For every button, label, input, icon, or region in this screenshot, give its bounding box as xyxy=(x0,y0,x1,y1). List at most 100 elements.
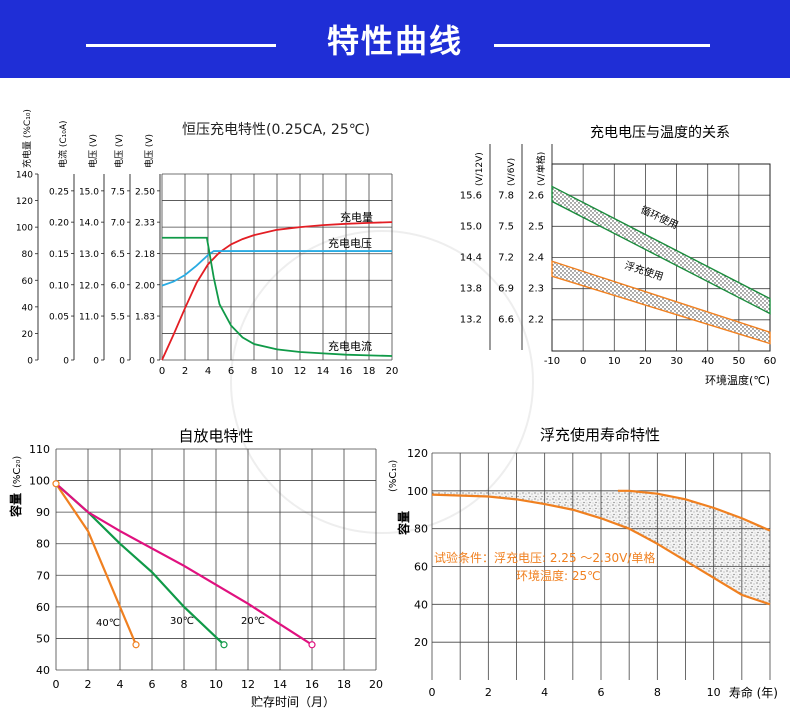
y-tick-label: 0.15 xyxy=(49,250,69,260)
banner-left-rule xyxy=(86,44,276,47)
y-tick-label: 0 xyxy=(93,357,99,367)
y-tick-label: 13.0 xyxy=(79,250,99,260)
series-line xyxy=(161,221,393,361)
y-tick-label: 14.4 xyxy=(460,253,482,264)
y-tick-label: 15.6 xyxy=(460,191,482,202)
x-tick-label: 12 xyxy=(294,366,307,377)
series-line xyxy=(55,482,225,646)
charge-chart: 恒压充电特性(0.25CA, 25℃) 0 2 4 6 8 10 12 14 16 18 20 充电量 … xyxy=(16,109,399,377)
annotation-ambient-temp: 环境温度: 25℃ xyxy=(516,568,601,583)
y-tick-label: 13.8 xyxy=(460,284,482,295)
x-tick-label: 30 xyxy=(670,356,683,367)
x-tick-label: 6 xyxy=(598,686,605,699)
x-tick-label: 4 xyxy=(117,678,124,691)
series-endpoint xyxy=(220,641,228,649)
y-tick-label: 2.5 xyxy=(528,222,544,233)
y-tick-label: 6.9 xyxy=(498,284,514,295)
y-tick-label: 40 xyxy=(414,598,428,611)
y-tick-label: 0.20 xyxy=(49,219,69,229)
y-tick-label: 120 xyxy=(16,197,33,207)
y-tick-label: 140 xyxy=(16,171,33,181)
y-tick-label: 7.5 xyxy=(111,187,125,197)
series-line xyxy=(161,250,392,287)
y-tick-label: 13.2 xyxy=(460,315,482,326)
x-tick-label: 50 xyxy=(732,356,745,367)
x-tick-label: 2 xyxy=(85,678,92,691)
y-tick-label: 70 xyxy=(36,569,50,582)
x-axis-label: 贮存时间（月） xyxy=(251,694,335,709)
x-tick-label: 10 xyxy=(271,366,284,377)
y-tick-label: 40 xyxy=(36,664,50,677)
y-tick-label: 7.5 xyxy=(498,222,514,233)
y-tick-label: 6.0 xyxy=(111,281,126,291)
x-tick-label: 18 xyxy=(337,678,351,691)
y-tick-label: 110 xyxy=(29,443,50,456)
x-tick-label: 12 xyxy=(241,678,255,691)
axis-label: (V/6V) xyxy=(507,158,517,186)
y-tick-label: 7.8 xyxy=(498,191,514,202)
x-tick-label: 2 xyxy=(485,686,492,699)
title-banner: 特性曲线 xyxy=(0,0,790,78)
x-tick-label: 60 xyxy=(764,356,777,367)
x-tick-label: 0 xyxy=(429,686,436,699)
x-tick-label: 14 xyxy=(317,366,330,377)
x-tick-label: 18 xyxy=(363,366,376,377)
life-curve xyxy=(431,493,771,606)
series-label: 充电电压 xyxy=(328,236,372,250)
x-tick-label: 8 xyxy=(251,366,257,377)
x-axis-label: 环境温度(℃) xyxy=(705,373,770,387)
life-curve xyxy=(617,489,771,532)
series-line xyxy=(162,236,393,357)
x-tick-label: 20 xyxy=(639,356,652,367)
series-endpoint xyxy=(308,641,316,649)
x-tick-label: 20 xyxy=(369,678,383,691)
y-tick-label: 11.0 xyxy=(79,313,99,323)
y-tick-label: 20 xyxy=(22,330,34,340)
band-area xyxy=(551,185,771,315)
chart-title: 浮充使用寿命特性 xyxy=(540,426,660,444)
x-axis-label: 寿命 (年) xyxy=(729,685,778,700)
series-label: 40℃ xyxy=(96,618,120,629)
y-tick-label: 2.6 xyxy=(528,191,544,202)
y-tick-label: 5.5 xyxy=(111,313,125,323)
y-tick-label: 80 xyxy=(414,523,428,536)
x-tick-label: 6 xyxy=(228,366,234,377)
y-tick-label: 2.2 xyxy=(528,315,544,326)
y-tick-label: 60 xyxy=(22,277,34,287)
y-tick-label: 0.05 xyxy=(49,313,69,323)
y-tick-label: 1.83 xyxy=(135,313,155,323)
y-tick-label: 100 xyxy=(407,485,428,498)
y-tick-label: 7.2 xyxy=(498,253,514,264)
x-tick-label: 2 xyxy=(182,366,188,377)
x-tick-label: 14 xyxy=(273,678,287,691)
y-tick-label: 15.0 xyxy=(79,187,99,197)
axis-label: 充电量 (%C₁₀) xyxy=(21,109,33,168)
x-tick-label: 0 xyxy=(53,678,60,691)
band-label: 循环使用 xyxy=(639,203,681,232)
series-label: 充电量 xyxy=(340,210,373,224)
y-tick-label: 2.18 xyxy=(135,250,155,260)
series-line xyxy=(55,482,313,646)
y-tick-label: 100 xyxy=(16,224,33,234)
y-tick-label: 6.5 xyxy=(111,250,125,260)
banner-right-rule xyxy=(494,44,710,47)
y-tick-label: 80 xyxy=(36,538,50,551)
axis-label: 电流 (C₁₀A) xyxy=(57,120,69,168)
y-axis-label: 容量 xyxy=(8,493,23,518)
page-title: 特性曲线 xyxy=(326,22,463,60)
y-tick-label: 50 xyxy=(36,632,50,645)
band-label: 浮充使用 xyxy=(623,258,665,283)
x-tick-label: -10 xyxy=(544,356,560,367)
axis-label: 电压 (V) xyxy=(87,134,99,168)
chart-title: 充电电压与温度的关系 xyxy=(590,125,730,141)
y-tick-label: 2.33 xyxy=(135,219,155,229)
y-tick-label: 60 xyxy=(414,561,428,574)
axis-label: (V/单格) xyxy=(535,152,547,186)
x-tick-label: 16 xyxy=(305,678,319,691)
band-area xyxy=(551,260,771,345)
x-tick-label: 10 xyxy=(707,686,721,699)
y-tick-label: 2.3 xyxy=(528,284,544,295)
y-tick-label: 15.0 xyxy=(460,222,482,233)
x-tick-label: 4 xyxy=(205,366,211,377)
